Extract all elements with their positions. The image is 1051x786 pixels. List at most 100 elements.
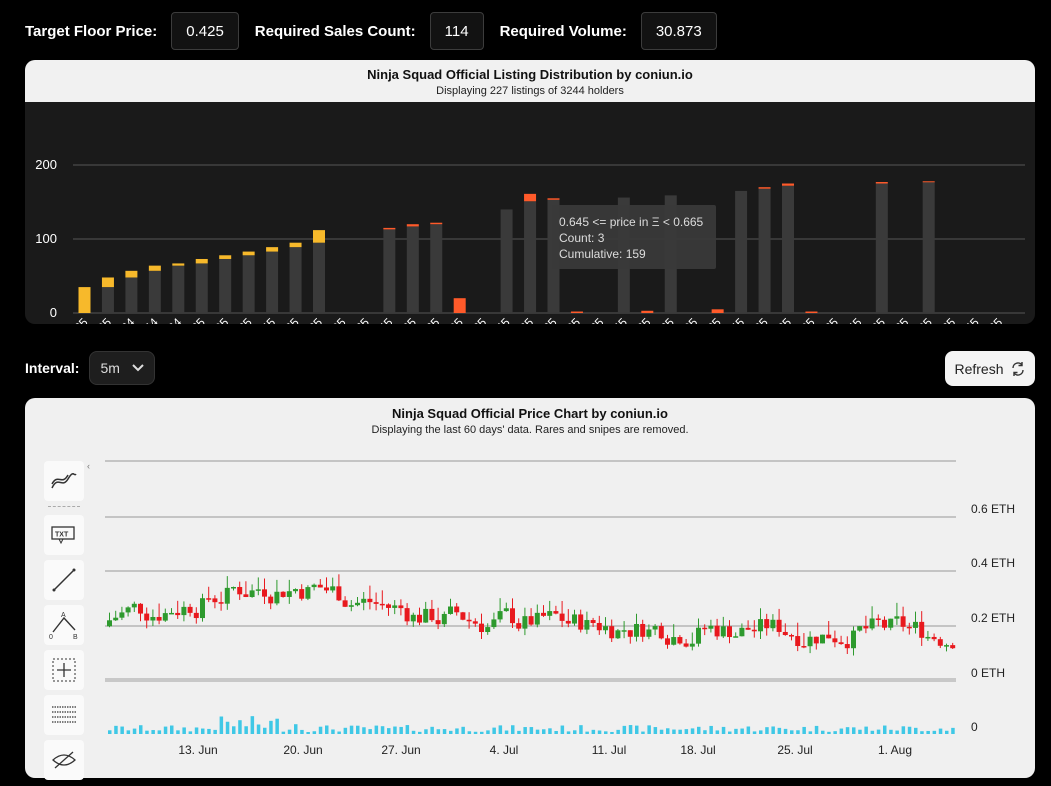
candle-body[interactable]: [441, 613, 447, 625]
cumulative-bar[interactable]: [383, 229, 396, 313]
cumulative-bar[interactable]: [289, 247, 302, 313]
candle-body[interactable]: [429, 608, 435, 621]
candle-body[interactable]: [417, 614, 422, 623]
navigator-bar[interactable]: [105, 678, 956, 682]
candle-body[interactable]: [838, 642, 844, 645]
candle-body[interactable]: [156, 616, 162, 621]
candle-body[interactable]: [714, 625, 720, 637]
candle-body[interactable]: [832, 638, 838, 643]
candle-body[interactable]: [603, 626, 608, 631]
line-tool[interactable]: [44, 560, 84, 600]
candle-body[interactable]: [913, 621, 918, 628]
candle-body[interactable]: [274, 591, 280, 604]
candle-body[interactable]: [559, 613, 565, 621]
candle-body[interactable]: [342, 600, 348, 607]
candle-body[interactable]: [324, 587, 329, 591]
listing-count-bar[interactable]: [266, 247, 279, 252]
listing-count-bar[interactable]: [805, 311, 818, 313]
candle-body[interactable]: [113, 617, 119, 621]
candle-body[interactable]: [144, 613, 150, 621]
listing-count-bar[interactable]: [711, 309, 724, 313]
listing-count-bar[interactable]: [875, 182, 888, 184]
candle-body[interactable]: [262, 589, 267, 597]
candle-body[interactable]: [671, 637, 677, 645]
candle-body[interactable]: [733, 636, 739, 638]
candle-body[interactable]: [863, 626, 869, 629]
candle-body[interactable]: [169, 612, 174, 615]
candle-body[interactable]: [460, 612, 466, 620]
candle-body[interactable]: [491, 619, 497, 628]
text-tool[interactable]: TXT: [44, 515, 84, 555]
candle-body[interactable]: [708, 625, 714, 629]
candle-body[interactable]: [770, 619, 776, 629]
candle-body[interactable]: [200, 598, 205, 619]
candle-body[interactable]: [466, 619, 472, 622]
candle-body[interactable]: [857, 626, 863, 631]
listing-count-bar[interactable]: [758, 187, 771, 189]
candle-body[interactable]: [175, 612, 181, 616]
candle-body[interactable]: [330, 586, 336, 591]
candle-body[interactable]: [243, 594, 249, 598]
candle-body[interactable]: [193, 612, 199, 619]
listing-count-bar[interactable]: [547, 198, 560, 200]
listing-count-bar[interactable]: [524, 193, 537, 202]
candle-body[interactable]: [782, 631, 788, 636]
cumulative-bar[interactable]: [266, 251, 279, 313]
candle-body[interactable]: [596, 622, 602, 631]
candle-body[interactable]: [882, 619, 887, 628]
cumulative-bar[interactable]: [500, 209, 513, 313]
candle-body[interactable]: [293, 589, 298, 592]
candle-body[interactable]: [503, 608, 509, 612]
candle-body[interactable]: [696, 627, 701, 644]
candle-body[interactable]: [231, 586, 236, 589]
listing-count-bar[interactable]: [782, 183, 794, 186]
candle-body[interactable]: [869, 618, 875, 629]
listing-count-bar[interactable]: [289, 242, 302, 248]
candle-body[interactable]: [516, 623, 522, 629]
candle-body[interactable]: [931, 636, 937, 640]
candle-body[interactable]: [237, 586, 243, 595]
candle-body[interactable]: [758, 619, 763, 632]
candle-body[interactable]: [286, 591, 292, 597]
candle-body[interactable]: [906, 626, 912, 629]
candle-body[interactable]: [435, 620, 441, 625]
interval-select[interactable]: 5m: [89, 351, 156, 385]
cumulative-bar[interactable]: [922, 182, 935, 313]
candle-body[interactable]: [547, 611, 553, 616]
hide-tool[interactable]: [44, 740, 84, 780]
candle-body[interactable]: [745, 627, 751, 630]
cumulative-bar[interactable]: [524, 201, 537, 313]
measure-tool[interactable]: [44, 650, 84, 690]
cumulative-bar[interactable]: [430, 224, 443, 313]
candle-body[interactable]: [206, 598, 212, 600]
candle-body[interactable]: [925, 636, 931, 639]
cumulative-bar[interactable]: [148, 270, 161, 313]
candle-body[interactable]: [578, 614, 584, 630]
listing-count-bar[interactable]: [195, 258, 208, 264]
floor-price-input[interactable]: 0.425: [171, 12, 239, 50]
candle-body[interactable]: [373, 602, 379, 604]
candle-body[interactable]: [485, 627, 491, 633]
candle-body[interactable]: [361, 598, 367, 603]
cumulative-bar[interactable]: [172, 265, 185, 313]
candle-body[interactable]: [107, 620, 112, 627]
listing-count-bar[interactable]: [78, 287, 91, 313]
candle-body[interactable]: [410, 614, 416, 622]
cumulative-bar[interactable]: [782, 185, 794, 313]
listing-count-bar[interactable]: [383, 227, 396, 230]
candle-body[interactable]: [646, 629, 652, 637]
candle-body[interactable]: [677, 637, 683, 644]
fib-tool[interactable]: [44, 695, 84, 735]
listing-count-bar[interactable]: [430, 222, 443, 225]
listing-count-bar[interactable]: [406, 224, 419, 227]
cumulative-bar[interactable]: [758, 188, 771, 313]
candle-body[interactable]: [454, 606, 460, 613]
candle-body[interactable]: [162, 613, 168, 621]
candle-body[interactable]: [348, 605, 354, 607]
candle-body[interactable]: [851, 630, 856, 649]
candle-body[interactable]: [392, 605, 398, 608]
candle-body[interactable]: [280, 591, 286, 597]
candle-body[interactable]: [224, 587, 230, 604]
candle-body[interactable]: [739, 627, 745, 637]
